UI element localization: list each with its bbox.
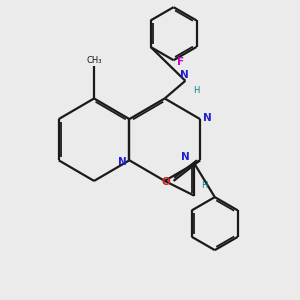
Text: H: H (201, 181, 207, 190)
Text: O: O (161, 177, 170, 188)
Text: H: H (194, 86, 200, 95)
Text: F: F (176, 57, 184, 67)
Text: N: N (181, 152, 190, 162)
Text: N: N (180, 70, 189, 80)
Text: CH₃: CH₃ (86, 56, 102, 64)
Text: N: N (203, 112, 212, 123)
Text: N: N (118, 157, 127, 167)
